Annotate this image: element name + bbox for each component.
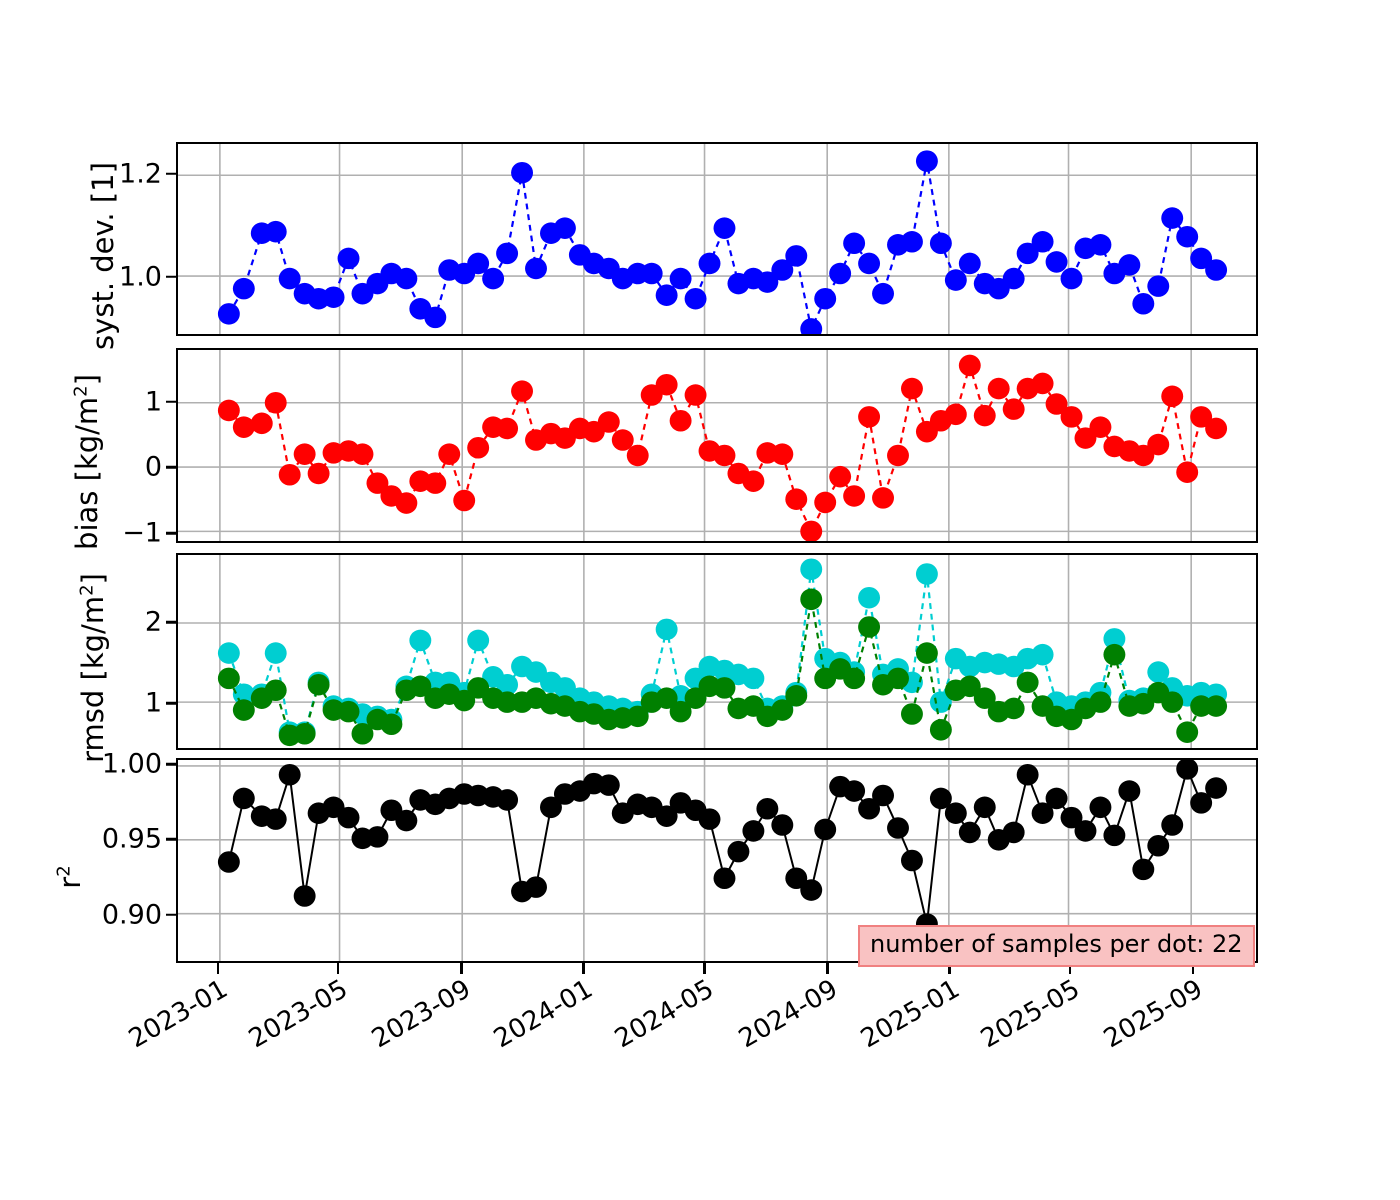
y-tick-label: 1.0: [119, 261, 162, 293]
x-tick-mark: [582, 963, 585, 974]
x-tick-label: 2025-09: [1098, 974, 1208, 1055]
y-tick-mark: [166, 762, 176, 766]
grid-bias: [178, 350, 1256, 541]
y-tick-label: 1.00: [101, 748, 162, 780]
x-tick-mark: [948, 963, 951, 974]
panel-bias: [176, 348, 1258, 543]
ylabel-r2: r2: [53, 865, 87, 889]
x-tick-mark: [826, 963, 829, 974]
y-tick-mark: [166, 172, 176, 176]
y-tick-label: 1: [144, 687, 162, 719]
data-r2: [217, 760, 1228, 935]
y-tick-mark: [166, 275, 176, 279]
y-tick-label: 1.2: [119, 158, 162, 190]
y-tick-mark: [166, 400, 176, 404]
y-tick-label: 1: [144, 386, 162, 418]
y-tick-label: 2: [144, 606, 162, 638]
y-tick-mark: [166, 838, 176, 841]
x-tick-mark: [1068, 963, 1072, 974]
y-tick-mark: [166, 531, 176, 535]
x-tick-label: 2025-01: [855, 974, 965, 1055]
data-rmsd: [217, 558, 1228, 747]
y-tick-mark: [166, 913, 176, 916]
x-tick-mark: [703, 963, 706, 974]
y-tick-mark: [166, 621, 176, 624]
x-tick-label: 2024-01: [489, 974, 599, 1055]
y-tick-mark: [166, 701, 176, 705]
x-tick-label: 2023-01: [123, 974, 234, 1055]
x-tick-mark: [1191, 963, 1195, 974]
y-tick-mark: [166, 466, 176, 469]
data-bias: [217, 354, 1228, 541]
x-tick-mark: [460, 963, 463, 974]
x-tick-label: 2023-09: [367, 974, 477, 1055]
x-tick-label: 2025-05: [975, 974, 1085, 1055]
y-tick-label: 0.90: [101, 899, 162, 931]
x-tick-label: 2023-05: [244, 974, 354, 1055]
samples-annotation: number of samples per dot: 22: [858, 925, 1255, 967]
y-tick-label: 0: [144, 451, 162, 483]
panel-syst-dev: [176, 142, 1258, 336]
panel-rmsd: [176, 553, 1258, 750]
x-tick-mark: [216, 963, 220, 974]
data-syst-dev: [217, 150, 1228, 334]
x-tick-label: 2024-09: [733, 974, 843, 1055]
x-tick-label: 2024-05: [610, 974, 720, 1055]
y-tick-label: 0.95: [101, 823, 162, 855]
x-tick-mark: [336, 963, 340, 974]
y-tick-label: −1: [122, 517, 162, 549]
